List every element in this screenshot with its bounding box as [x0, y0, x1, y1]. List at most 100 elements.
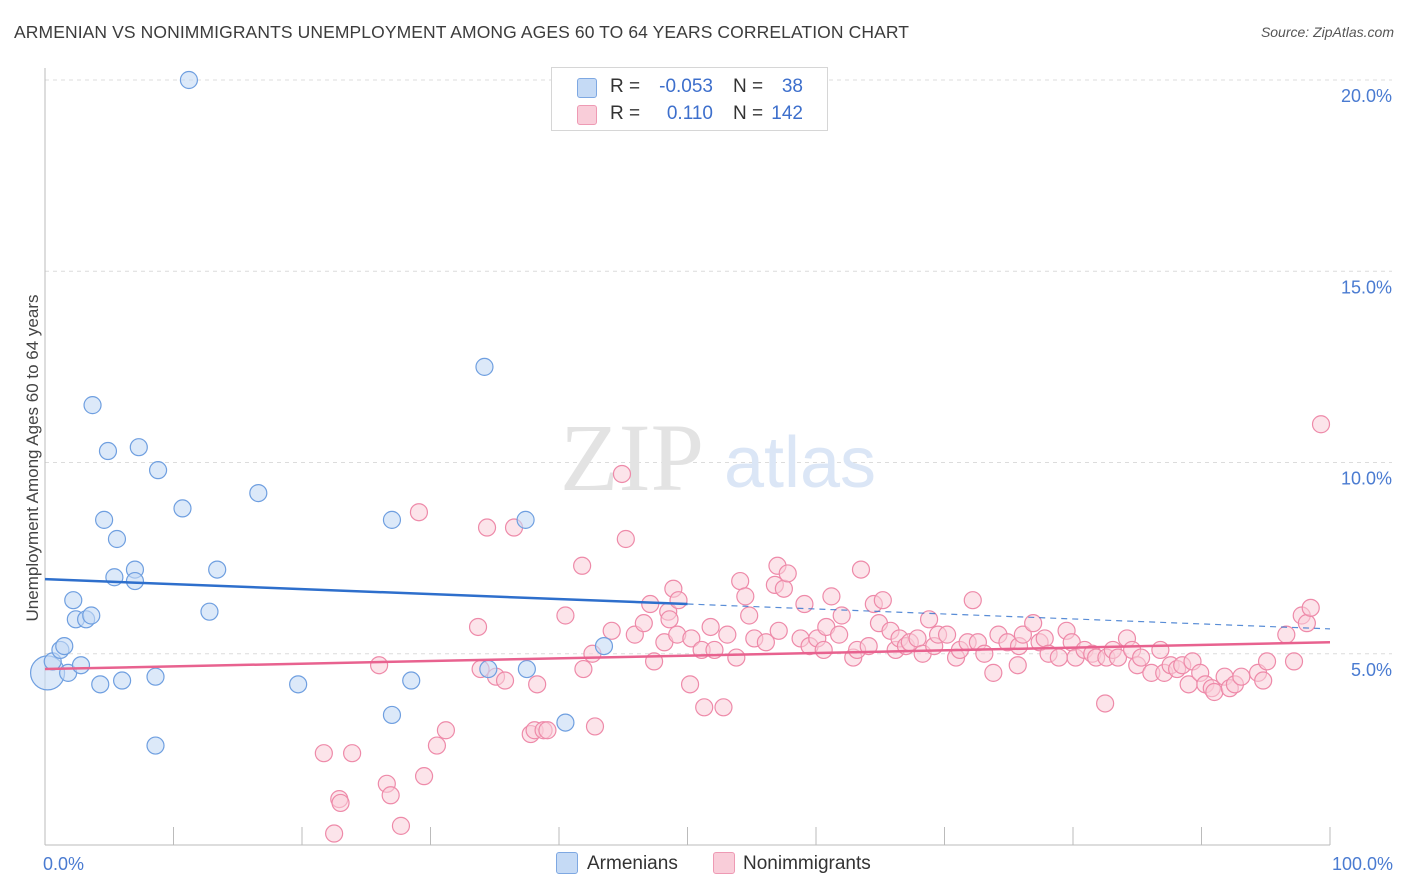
nonimmigrants-point [343, 744, 362, 763]
armenians-point [475, 357, 494, 376]
nonimmigrants-point [718, 625, 737, 644]
armenians-point [146, 736, 165, 755]
armenians-point [249, 484, 268, 503]
armenians-point [71, 656, 91, 675]
nonimmigrants-point [331, 793, 350, 813]
armenians-point [402, 671, 421, 690]
nonimmigrants-point [859, 636, 878, 656]
legend-r-value: -0.053 [659, 76, 713, 97]
armenians-point [95, 510, 114, 529]
armenians-point [594, 636, 614, 656]
nonimmigrants-point [1024, 614, 1043, 633]
nonimmigrants-point [1311, 415, 1331, 434]
nonimmigrants-point [832, 606, 851, 625]
nonimmigrants-point [409, 503, 429, 522]
armenians-swatch [577, 78, 597, 98]
nonimmigrants-point [830, 625, 849, 644]
nonimmigrants-point [795, 594, 814, 614]
armenians-trend-line [44, 577, 688, 606]
legend-r-label: R = [610, 76, 641, 97]
nonimmigrants-point [1254, 671, 1273, 690]
legend-r-label: R = [610, 103, 641, 124]
armenians-point [112, 671, 132, 690]
armenians-point [107, 529, 127, 549]
nonimmigrants-point [1096, 694, 1115, 713]
nonimmigrants-point [612, 464, 632, 484]
nonimmigrants-point [427, 736, 447, 755]
nonimmigrants-point [701, 617, 720, 637]
nonimmigrants-point [731, 571, 750, 591]
tick-labels: 5.0% 10.0% 15.0% 20.0% 0.0% 100.0% [43, 86, 1393, 874]
nonimmigrants-point [919, 610, 939, 629]
nonimmigrants-point [1035, 629, 1054, 648]
armenians-point [200, 602, 219, 621]
nonimmigrants-point [616, 529, 635, 549]
nonimmigrants-point [682, 629, 701, 648]
nonimmigrants-point [602, 621, 621, 640]
nonimmigrants-point [585, 717, 605, 736]
nonimmigrants-trend-line [44, 641, 1331, 671]
armenians-point [91, 675, 110, 694]
nonimmigrants-point [851, 560, 871, 579]
legend-n-label: N = [733, 76, 764, 97]
nonimmigrants-point [1008, 656, 1027, 675]
legend-n-value: 38 [781, 76, 803, 97]
nonimmigrants-point [574, 659, 593, 679]
y-tick-label: 20.0% [1341, 86, 1392, 106]
nonimmigrants-point [908, 629, 927, 648]
nonimmigrants-point [756, 633, 775, 652]
y-tick-label: 15.0% [1341, 277, 1392, 297]
axes [44, 68, 1331, 846]
legend-n-label: N = [733, 103, 764, 124]
nonimmigrants-point [391, 816, 411, 835]
armenians-point [516, 510, 535, 529]
armenians-point [173, 499, 192, 518]
nonimmigrants-point [1297, 614, 1316, 633]
nonimmigrants-point [1151, 640, 1170, 660]
armenians-point [208, 560, 227, 579]
watermark-atlas: atlas [724, 423, 876, 503]
nonimmigrants-point [573, 556, 592, 575]
armenians-point [179, 70, 199, 90]
nonimmigrants-point [468, 617, 488, 637]
grid-lines [45, 79, 1392, 655]
nonimmigrants-point [436, 721, 456, 740]
correlation-legend: R = -0.053 N = 38 R = 0.110 N = 142 [551, 67, 828, 131]
y-tick-label: 5.0% [1351, 660, 1392, 680]
nonimmigrants-point [984, 663, 1003, 682]
nonimmigrants-point [774, 579, 793, 598]
armenians-point [517, 659, 536, 679]
armenians-legend-swatch [556, 852, 578, 874]
armenians-point [382, 705, 402, 725]
nonimmigrants-point [975, 644, 994, 663]
armenians-point [382, 510, 402, 529]
nonimmigrants-point [660, 610, 679, 629]
nonimmigrants-point [695, 698, 714, 717]
y-axis-label: Unemployment Among Ages 60 to 64 years [23, 295, 42, 622]
nonimmigrants-point [873, 591, 892, 610]
nonimmigrants-point [1108, 648, 1128, 667]
nonimmigrants-point [1284, 652, 1304, 671]
nonimmigrants-point [822, 587, 841, 606]
chart-title: ARMENIAN VS NONIMMIGRANTS UNEMPLOYMENT A… [14, 22, 910, 42]
nonimmigrants-point [736, 587, 755, 606]
nonimmigrants-point [669, 591, 688, 610]
nonimmigrants-point [1232, 667, 1251, 686]
nonimmigrants-point [963, 591, 982, 610]
armenians-point [148, 461, 168, 480]
nonimmigrants-point [495, 671, 515, 690]
armenians-legend-label: Armenians [587, 853, 678, 874]
x-tick-label: 100.0% [1332, 854, 1393, 874]
nonimmigrants-points [314, 415, 1331, 843]
nonimmigrants-point [528, 675, 547, 694]
watermark: ZIP atlas [560, 404, 876, 511]
nonimmigrants-point [680, 675, 700, 694]
nonimmigrants-point [937, 625, 957, 644]
legend-row-nonimmigrants: R = 0.110 N = 142 [552, 101, 827, 127]
legend-r-value: 0.110 [666, 103, 713, 124]
nonimmigrants-point [727, 648, 746, 667]
nonimmigrants-point [1013, 625, 1032, 644]
nonimmigrants-point [778, 564, 797, 583]
nonimmigrants-point [538, 721, 557, 740]
armenians-point [125, 571, 145, 591]
